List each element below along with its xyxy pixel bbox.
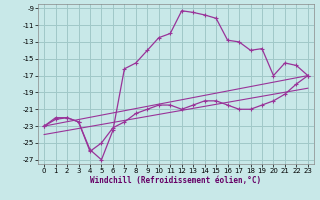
X-axis label: Windchill (Refroidissement éolien,°C): Windchill (Refroidissement éolien,°C) <box>91 176 261 185</box>
